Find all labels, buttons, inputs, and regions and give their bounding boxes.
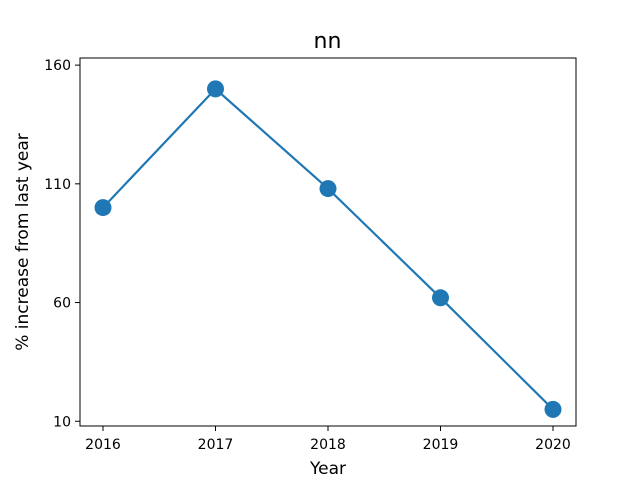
series-line bbox=[102, 87, 554, 411]
x-tick-label: 2017 bbox=[198, 437, 234, 453]
y-tick-label: 160 bbox=[44, 58, 71, 74]
x-axis-label: Year bbox=[309, 459, 346, 479]
x-tick-label: 2020 bbox=[535, 437, 571, 453]
ticks-layer: 2016 2017 2018 2019 2020 10 60 110 160 bbox=[44, 58, 571, 453]
data-point-2020 bbox=[544, 400, 562, 418]
y-tick-label: 10 bbox=[53, 414, 71, 430]
data-point-2019 bbox=[432, 289, 449, 307]
x-tick-label: 2016 bbox=[85, 437, 121, 453]
y-axis-label: % increase from last year bbox=[13, 133, 33, 351]
chart-title: nn bbox=[314, 29, 342, 54]
y-tick-label: 60 bbox=[53, 296, 71, 312]
data-point-2016 bbox=[94, 199, 112, 217]
plot-frame bbox=[79, 57, 577, 427]
x-tick-label: 2018 bbox=[310, 437, 346, 453]
data-point-2017 bbox=[207, 80, 224, 98]
markers-layer bbox=[94, 80, 562, 418]
y-tick-label: 110 bbox=[44, 177, 71, 193]
data-point-2018 bbox=[319, 180, 337, 198]
x-tick-label: 2019 bbox=[423, 437, 459, 453]
